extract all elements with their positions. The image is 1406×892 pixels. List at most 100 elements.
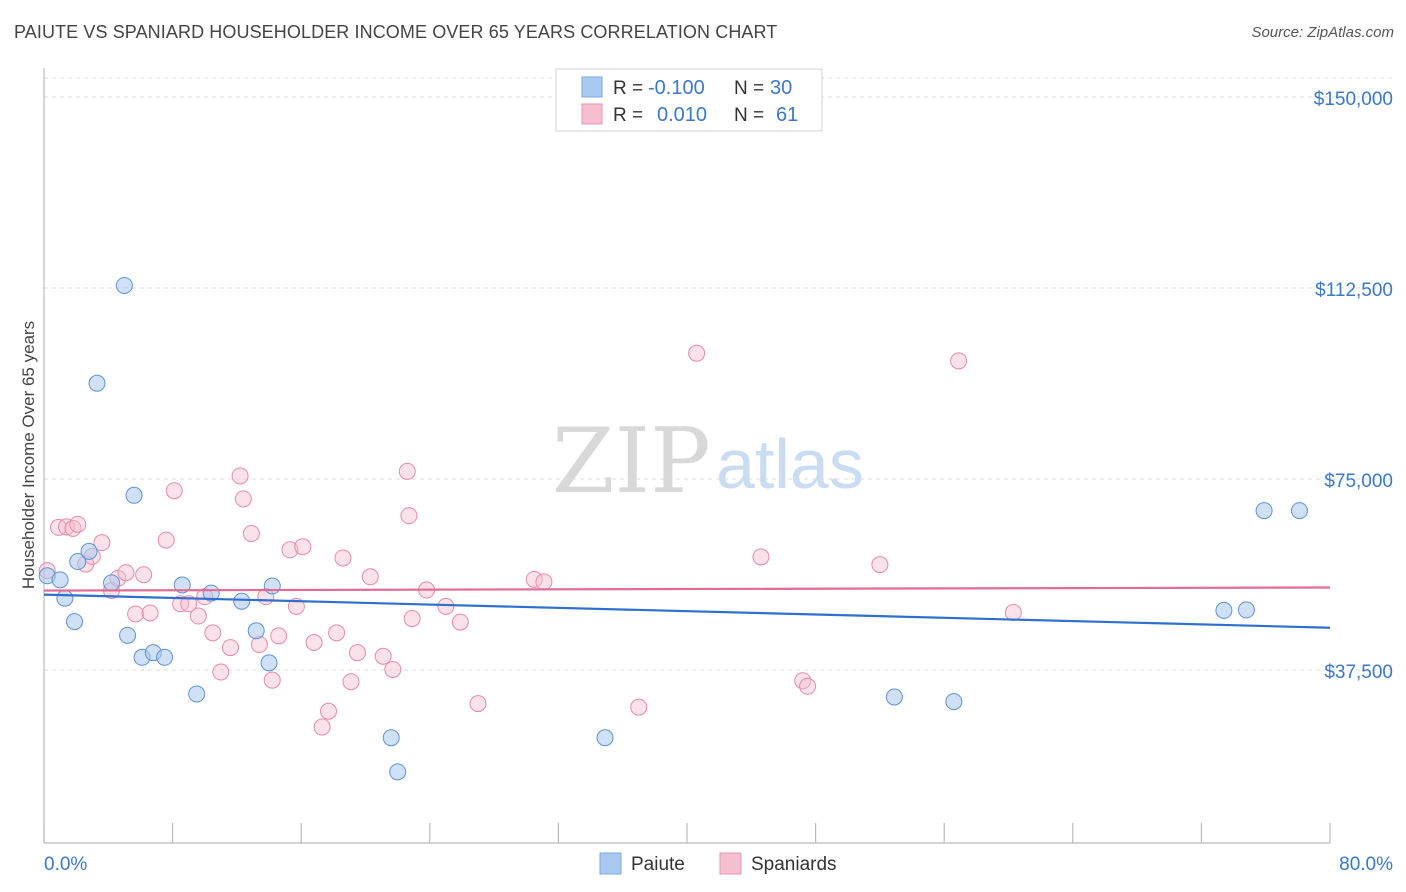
spaniards-point xyxy=(403,610,421,628)
spaniards-point xyxy=(69,515,87,533)
legend-swatch-spaniards xyxy=(581,103,603,125)
legend-r-value-2: 0.010 xyxy=(657,104,707,126)
spaniards-point xyxy=(281,541,299,559)
axes xyxy=(43,68,1331,844)
paiute-point xyxy=(51,571,69,589)
data-points xyxy=(38,276,1308,781)
spaniards-point xyxy=(799,677,817,695)
spaniards-point xyxy=(342,673,360,691)
spaniards-point xyxy=(204,624,222,642)
paiute-point xyxy=(1237,601,1255,619)
paiute-point xyxy=(56,589,74,607)
paiute-point xyxy=(119,626,137,644)
paiute-point xyxy=(88,374,106,392)
paiute-point xyxy=(233,592,251,610)
correlation-legend: R = -0.100 N = 30 R = 0.010 N = 61 xyxy=(555,68,823,132)
paiute-point xyxy=(1215,601,1233,619)
legend-n-label-2: N = xyxy=(734,105,764,126)
spaniards-point xyxy=(348,644,366,662)
spaniards-point xyxy=(221,639,239,657)
legend-n-value-2: 61 xyxy=(776,104,798,126)
spaniards-point xyxy=(135,566,153,584)
paiute-point xyxy=(1290,502,1308,520)
paiute-point xyxy=(945,693,963,711)
spaniards-point xyxy=(141,604,159,622)
spaniards-point xyxy=(320,702,338,720)
paiute-point xyxy=(125,486,143,504)
legend-n-value-1: 30 xyxy=(770,77,792,99)
spaniards-point xyxy=(871,556,889,574)
spaniards-point xyxy=(794,672,812,690)
spaniards-trend-line xyxy=(43,586,1331,592)
spaniards-point xyxy=(234,490,252,508)
spaniards-point xyxy=(374,647,392,665)
bottom-legend-spaniards: Spaniards xyxy=(751,854,837,875)
spaniards-point xyxy=(334,549,352,567)
x-tick-label-min: 0.0% xyxy=(44,854,87,875)
y-tick-label: $75,000 xyxy=(1324,471,1393,492)
paiute-point xyxy=(103,574,121,592)
watermark-atlas: atlas xyxy=(716,425,864,503)
spaniards-point xyxy=(117,564,135,582)
spaniards-point xyxy=(313,718,331,736)
paiute-point xyxy=(173,576,191,594)
legend-n-label-1: N = xyxy=(734,78,764,99)
paiute-point xyxy=(115,276,133,294)
spaniards-point xyxy=(525,570,543,588)
spaniards-point xyxy=(180,595,198,613)
bottom-legend-swatch-spaniards xyxy=(719,852,742,875)
bottom-legend-paiute: Paiute xyxy=(631,854,685,875)
legend-r-value-1: -0.100 xyxy=(648,77,705,99)
spaniards-point xyxy=(305,633,323,651)
legend-swatch-paiute xyxy=(581,76,603,98)
paiute-point xyxy=(389,763,407,781)
spaniards-point xyxy=(361,568,379,586)
spaniards-point xyxy=(400,507,418,525)
spaniards-point xyxy=(231,467,249,485)
x-tick-label-max: 80.0% xyxy=(1339,854,1393,875)
legend-r-label-1: R = xyxy=(613,78,643,99)
y-tick-labels: $37,500 $75,000 $112,500 $150,000 xyxy=(1314,89,1393,683)
spaniards-point xyxy=(165,482,183,500)
paiute-point xyxy=(156,648,174,666)
spaniards-point xyxy=(437,597,455,615)
paiute-point xyxy=(885,688,903,706)
paiute-point xyxy=(66,613,84,631)
spaniards-point xyxy=(398,462,416,480)
spaniards-point xyxy=(384,660,402,678)
spaniards-point xyxy=(58,518,76,536)
grid-lines xyxy=(44,77,1395,671)
paiute-point xyxy=(69,553,87,571)
spaniards-point xyxy=(189,607,207,625)
legend-r-label-2: R = xyxy=(613,105,643,126)
y-axis-label: Householder Income Over 65 years xyxy=(19,321,38,589)
source-credit: Source: ZipAtlas.com xyxy=(1251,24,1394,41)
y-tick-label: $37,500 xyxy=(1324,662,1393,683)
trend-lines xyxy=(43,586,1331,629)
spaniards-point xyxy=(157,531,175,549)
paiute-point xyxy=(1255,502,1273,520)
spaniards-point xyxy=(212,663,230,681)
spaniards-point xyxy=(469,695,487,713)
spaniards-point xyxy=(127,605,145,623)
spaniards-point xyxy=(451,613,469,631)
spaniards-point xyxy=(263,671,281,689)
y-tick-label: $150,000 xyxy=(1314,89,1393,110)
paiute-point xyxy=(247,622,265,640)
spaniards-point xyxy=(535,573,553,591)
paiute-point xyxy=(596,729,614,747)
paiute-trend-line xyxy=(43,593,1331,629)
paiute-point xyxy=(263,577,281,595)
spaniards-point xyxy=(328,624,346,642)
spaniards-point xyxy=(1004,603,1022,621)
spaniards-point xyxy=(950,352,968,370)
y-tick-label: $112,500 xyxy=(1315,280,1393,301)
paiute-point xyxy=(260,654,278,672)
series-legend: Paiute Spaniards xyxy=(599,852,837,875)
paiute-point xyxy=(80,542,98,560)
bottom-legend-swatch-paiute xyxy=(599,852,622,875)
spaniards-point xyxy=(287,597,305,615)
chart-title: PAIUTE VS SPANIARD HOUSEHOLDER INCOME OV… xyxy=(14,22,778,42)
paiute-point xyxy=(188,685,206,703)
